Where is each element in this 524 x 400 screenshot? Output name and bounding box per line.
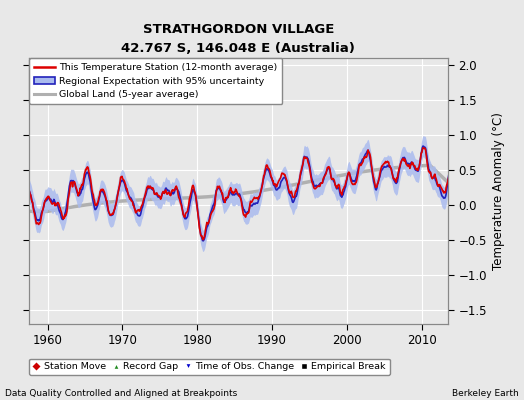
- Legend: Station Move, Record Gap, Time of Obs. Change, Empirical Break: Station Move, Record Gap, Time of Obs. C…: [29, 358, 389, 375]
- Text: Berkeley Earth: Berkeley Earth: [452, 389, 519, 398]
- Title: STRATHGORDON VILLAGE
42.767 S, 146.048 E (Australia): STRATHGORDON VILLAGE 42.767 S, 146.048 E…: [122, 24, 355, 56]
- Y-axis label: Temperature Anomaly (°C): Temperature Anomaly (°C): [493, 112, 506, 270]
- Text: Data Quality Controlled and Aligned at Breakpoints: Data Quality Controlled and Aligned at B…: [5, 389, 237, 398]
